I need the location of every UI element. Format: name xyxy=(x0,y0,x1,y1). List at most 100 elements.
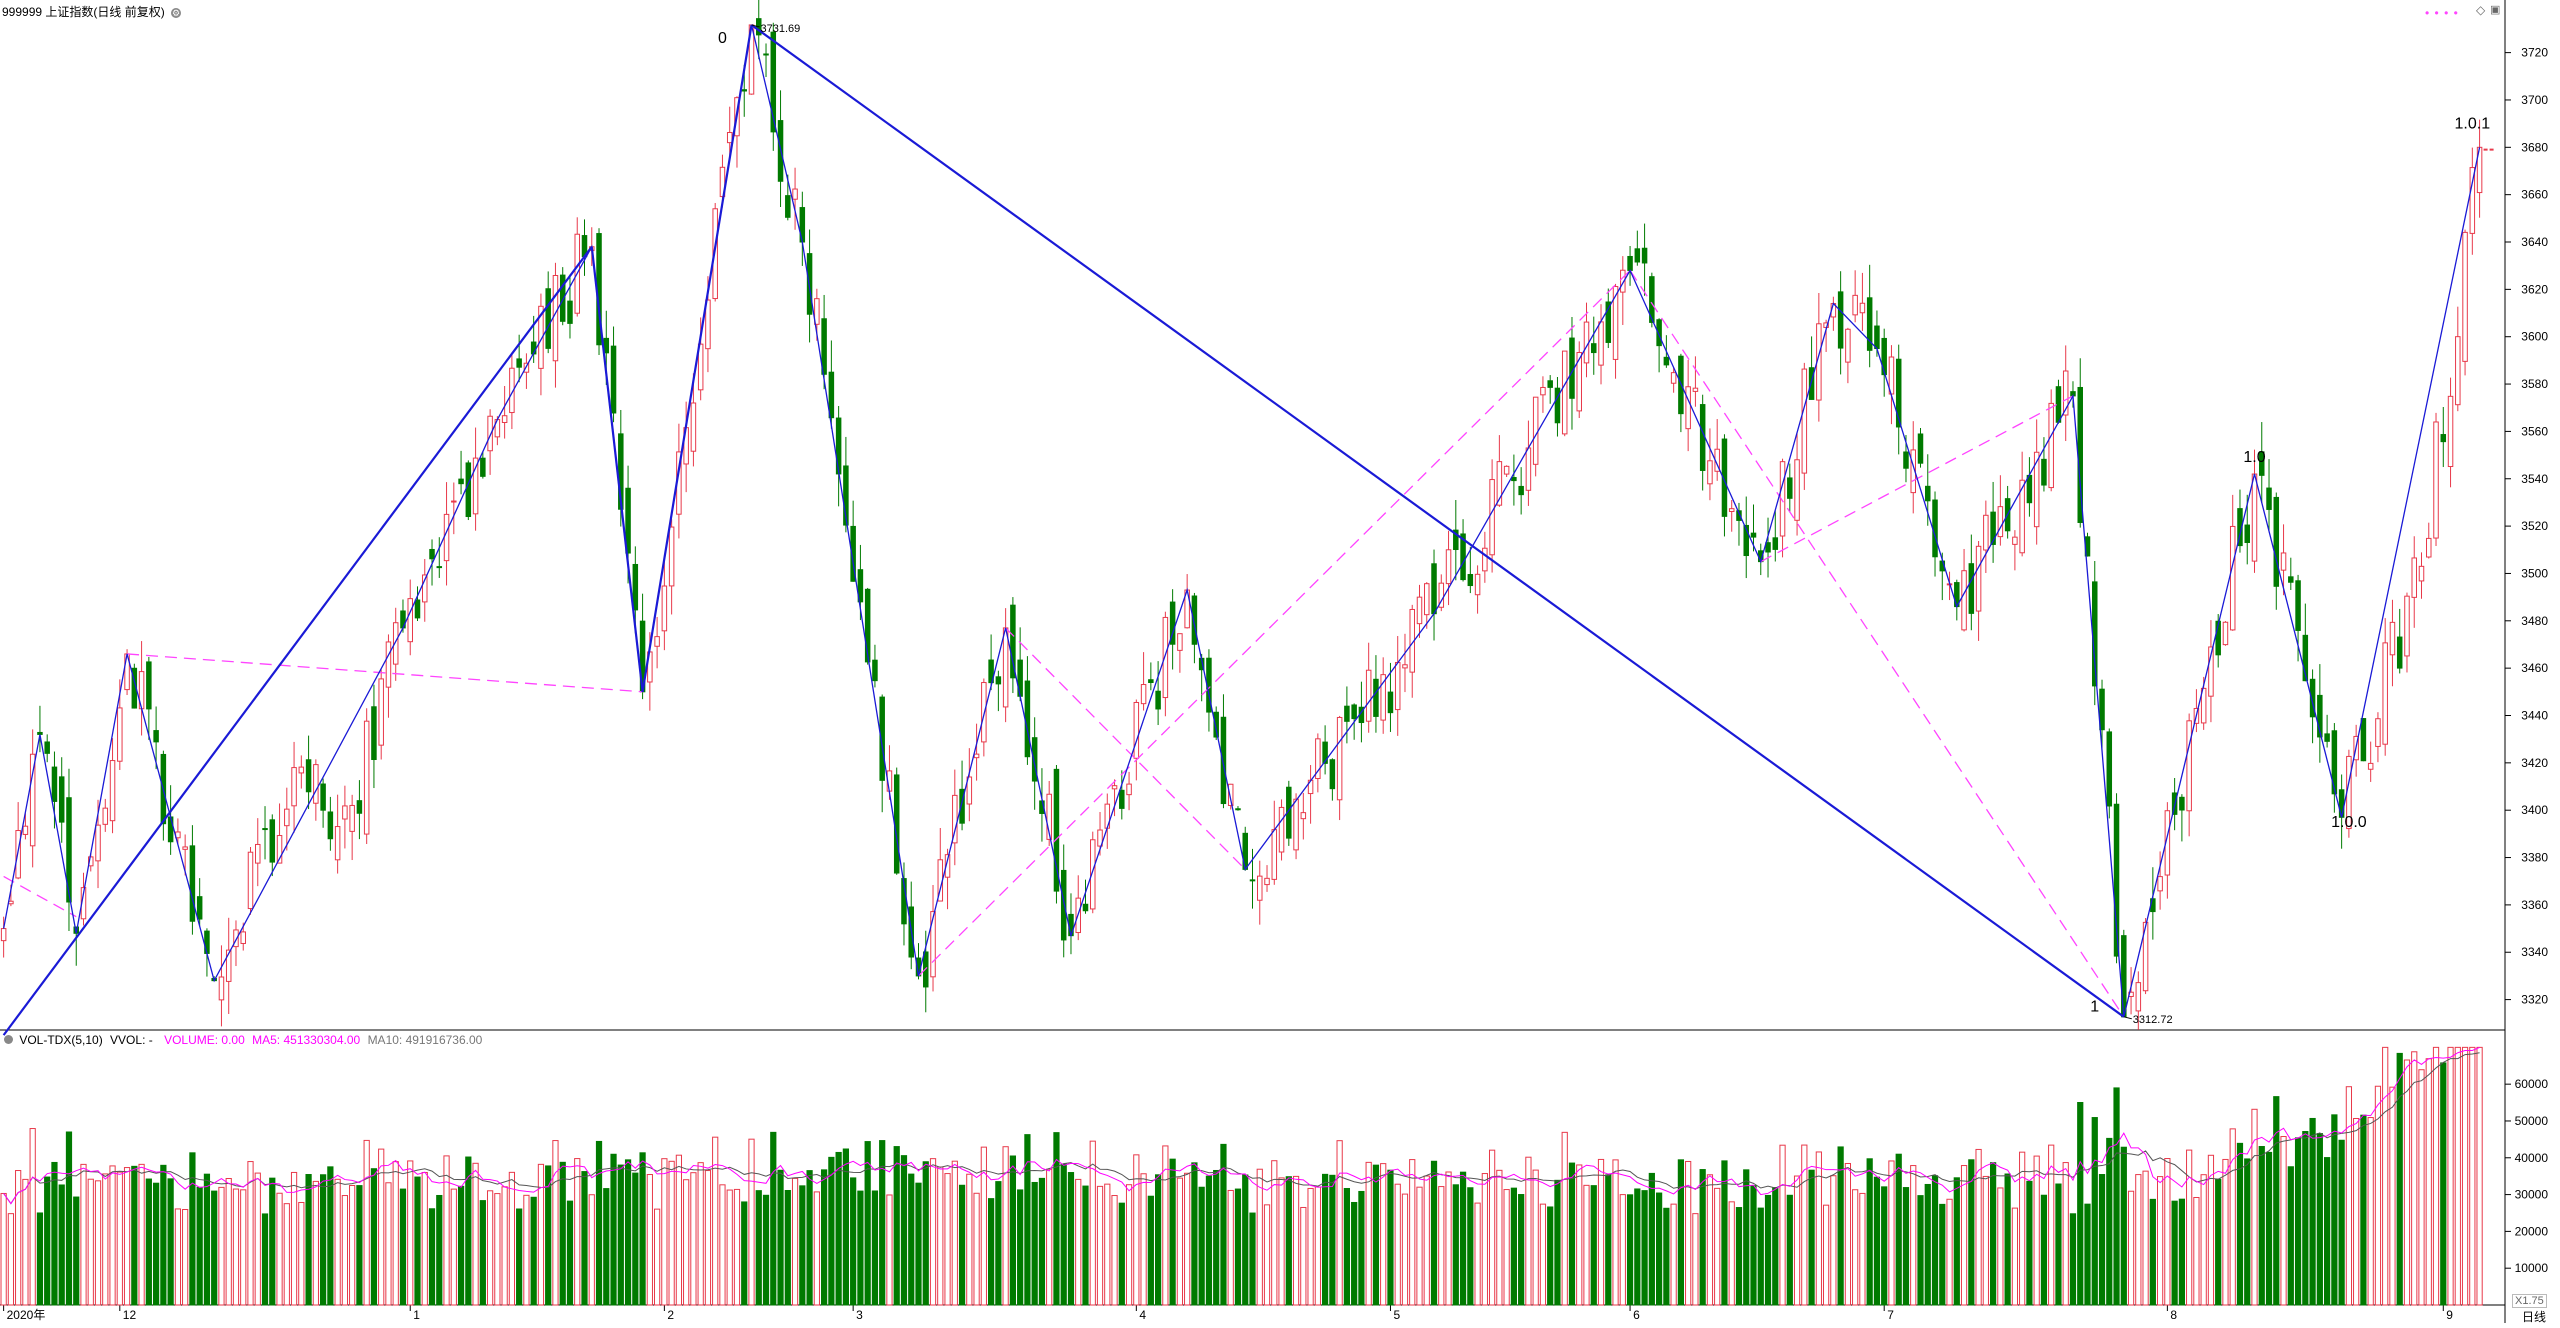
extreme-pointer xyxy=(2123,1016,2132,1020)
volume-bar xyxy=(1387,1169,1394,1306)
volume-bar xyxy=(341,1195,349,1306)
volume-bar xyxy=(0,1192,7,1306)
volume-bar xyxy=(733,1188,741,1306)
price-axis-tick-label: 3460 xyxy=(2521,661,2548,675)
volume-bar xyxy=(799,1185,806,1306)
candle-body xyxy=(1496,461,1503,506)
candle-body xyxy=(298,766,305,774)
candle-body xyxy=(2404,595,2410,657)
volume-bar xyxy=(1002,1146,1009,1306)
volume-bar xyxy=(1568,1162,1576,1306)
candle-body xyxy=(1060,869,1067,941)
candle-body xyxy=(487,415,493,452)
volume-bar xyxy=(1888,1160,1895,1306)
candle-body xyxy=(1772,537,1779,550)
volume-bar xyxy=(2062,1162,2069,1306)
title-settings-icon[interactable]: ⚙ xyxy=(171,8,182,18)
volume-bar xyxy=(44,1176,51,1306)
volume-bar xyxy=(1060,1163,1067,1306)
candle-body xyxy=(262,828,268,831)
volume-bar xyxy=(2207,1154,2215,1306)
volume-bar xyxy=(94,1180,102,1306)
volume-bar xyxy=(7,1213,15,1306)
volume-bar xyxy=(559,1161,566,1306)
main-wave-line xyxy=(750,24,2125,1018)
volume-bar xyxy=(1118,1202,1125,1306)
period-label[interactable]: 日线 xyxy=(2522,1310,2547,1324)
volume-bar xyxy=(283,1203,290,1306)
volume-bar xyxy=(1365,1161,1372,1306)
scale-button[interactable]: X1.75 xyxy=(2512,1294,2547,1308)
volume-bar xyxy=(2106,1137,2113,1306)
window-icon[interactable]: ▣ xyxy=(2490,4,2501,16)
volume-bar xyxy=(755,1190,762,1306)
volume-bar xyxy=(1488,1149,1496,1306)
candle-body xyxy=(1852,294,1858,316)
volume-bar xyxy=(1176,1177,1184,1306)
volume-bar xyxy=(2411,1051,2418,1306)
volume-bar xyxy=(886,1194,893,1306)
volume-bar xyxy=(1096,1185,1104,1306)
volume-bar xyxy=(1626,1194,1634,1306)
candle-body xyxy=(1990,511,1996,545)
candle-body xyxy=(1300,812,1307,820)
candle-body xyxy=(0,928,7,942)
volume-bar xyxy=(1597,1158,1605,1306)
price-axis-tick-label: 3620 xyxy=(2521,282,2548,296)
volume-bar xyxy=(349,1184,356,1306)
candle-body xyxy=(414,599,421,619)
volume-bar xyxy=(828,1156,835,1306)
candle-body xyxy=(2426,537,2432,558)
candle-body xyxy=(1380,674,1386,721)
candle-body xyxy=(2208,646,2214,697)
candle-body xyxy=(233,929,239,948)
candle-body xyxy=(2113,803,2120,957)
candle-body xyxy=(451,500,457,503)
volume-bar xyxy=(399,1188,407,1306)
candle-body xyxy=(1932,499,1938,558)
volume-bar xyxy=(218,1186,225,1306)
candle-body xyxy=(1416,596,1423,625)
candle-body xyxy=(1554,387,1561,424)
volume-bar xyxy=(1503,1189,1510,1306)
volume-bar xyxy=(2316,1133,2323,1306)
volume-bar xyxy=(922,1161,929,1306)
volume-bar xyxy=(2331,1114,2338,1306)
candle-body xyxy=(480,457,486,477)
volume-bar xyxy=(784,1190,791,1306)
candle-body xyxy=(182,846,188,850)
volume-bar xyxy=(1743,1169,1750,1306)
volume-ma5: MA5: 451330304.00 xyxy=(252,1033,361,1047)
price-axis-tick-label: 3320 xyxy=(2521,993,2548,1007)
candle-body xyxy=(1787,477,1793,499)
candle-body xyxy=(2026,474,2033,504)
volume-settings-icon[interactable] xyxy=(4,1035,13,1044)
candle-body xyxy=(22,825,29,835)
candle-body xyxy=(2048,402,2054,489)
volume-indicator-name[interactable]: VOL-TDX(5,10) xyxy=(19,1033,103,1047)
candle-body xyxy=(2200,687,2207,724)
volume-bar xyxy=(1481,1173,1488,1306)
volume-bar xyxy=(2193,1196,2200,1306)
candle-body xyxy=(1264,877,1270,886)
candle-body xyxy=(1002,627,1009,708)
candle-body xyxy=(668,526,675,587)
volume-bar xyxy=(639,1152,646,1306)
volume-bar xyxy=(617,1164,624,1306)
candle-body xyxy=(2186,720,2192,812)
volume-bar xyxy=(2418,1069,2425,1306)
volume-bar xyxy=(1547,1206,1554,1306)
volume-bar xyxy=(2447,1046,2454,1306)
candle-body xyxy=(2259,451,2265,476)
diamond-icon[interactable]: ◇ xyxy=(2476,3,2486,17)
price-axis-tick-label: 3360 xyxy=(2521,898,2548,912)
volume-bar xyxy=(1380,1163,1387,1306)
candle-body xyxy=(821,318,827,375)
price-axis-tick-label: 3380 xyxy=(2521,851,2548,865)
volume-bar xyxy=(1612,1159,1619,1306)
volume-bar xyxy=(1576,1164,1583,1306)
candle-body xyxy=(1983,514,1989,551)
candle-body xyxy=(559,274,566,322)
candle-body xyxy=(1561,350,1568,435)
